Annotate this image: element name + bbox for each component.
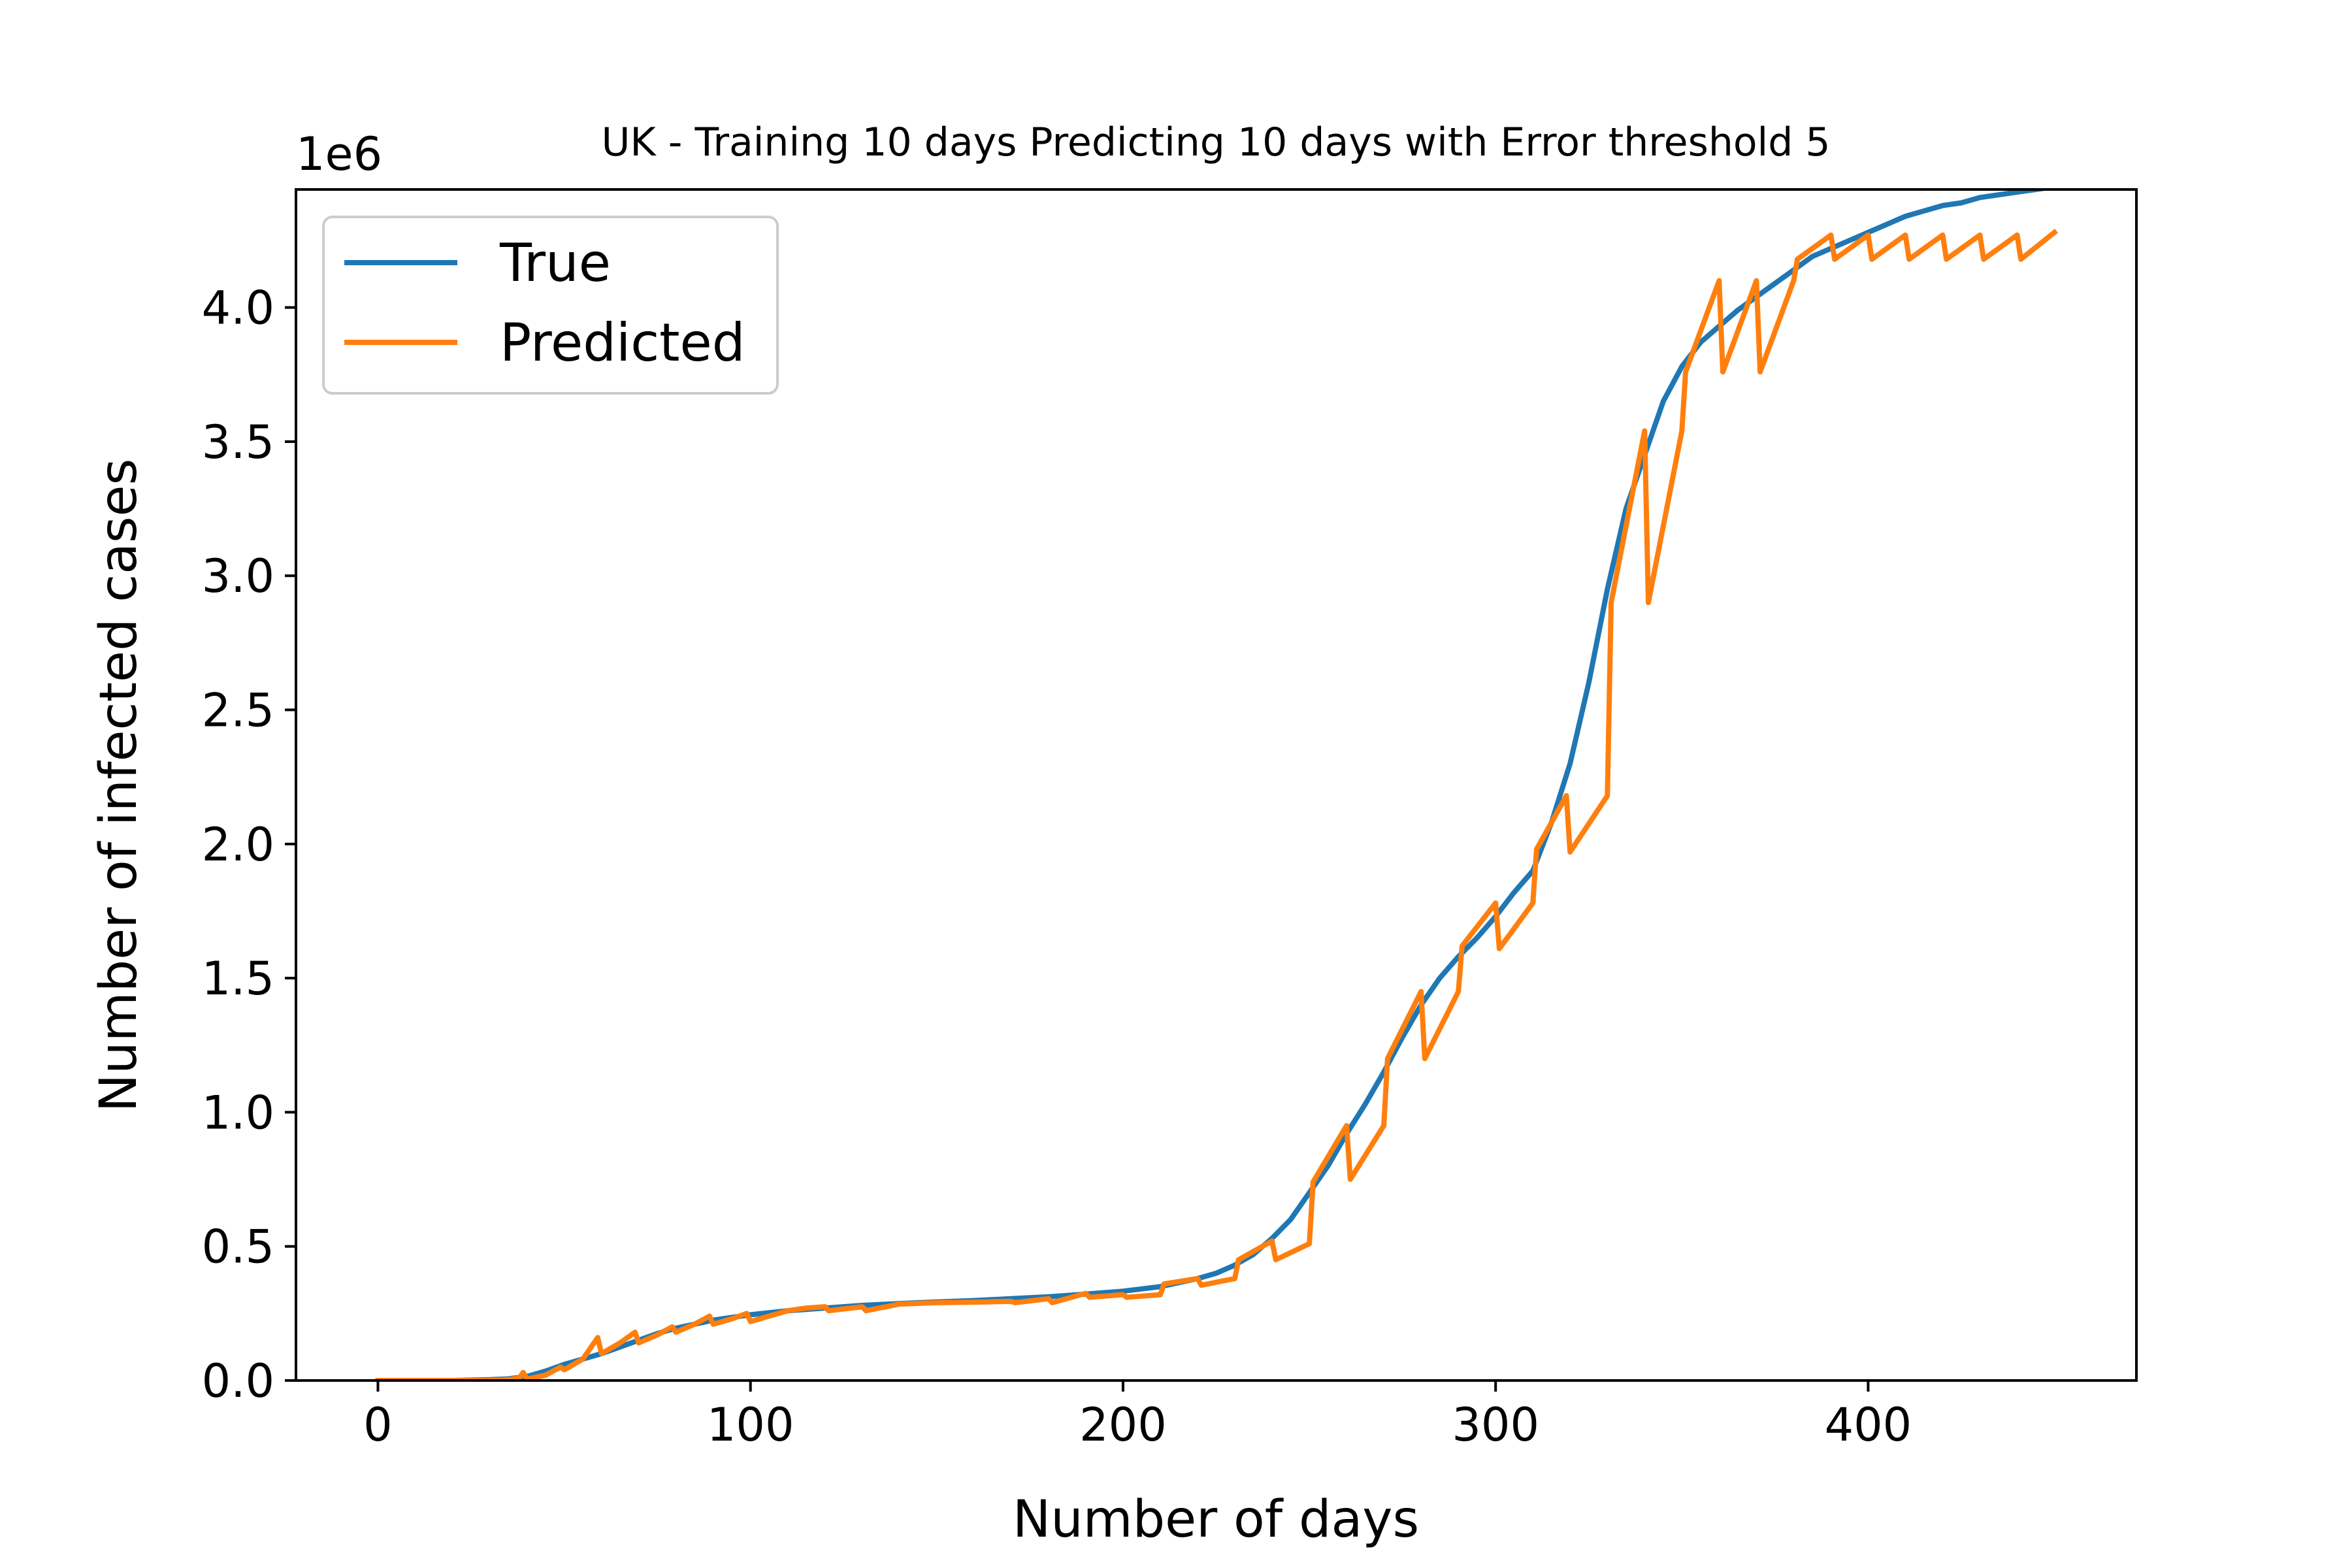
- legend: True Predicted: [322, 216, 779, 395]
- y-tick-label: 2.0: [202, 818, 274, 872]
- x-tick-label: 100: [707, 1398, 794, 1452]
- y-tick-label: 2.5: [202, 684, 274, 738]
- y-axis-offset-label: 1e6: [296, 127, 382, 181]
- y-tick-label: 3.0: [202, 549, 274, 603]
- x-axis-label: Number of days: [1013, 1490, 1419, 1549]
- axes-frame: [295, 188, 2138, 1382]
- y-tick-label: 1.5: [202, 952, 274, 1005]
- y-tick-label: 0.0: [202, 1354, 274, 1408]
- y-tick-label: 4.0: [202, 282, 274, 335]
- x-tick-label: 200: [1079, 1398, 1167, 1452]
- series-line-predicted: [375, 229, 2059, 1380]
- legend-label-predicted: Predicted: [500, 312, 745, 373]
- chart-title: UK - Training 10 days Predicting 10 days…: [601, 120, 1830, 165]
- x-tick-label: 0: [363, 1398, 393, 1452]
- y-axis-label: Number of infected cases: [90, 459, 148, 1112]
- x-tick-label: 400: [1825, 1398, 1912, 1452]
- y-tick-label: 3.5: [202, 416, 274, 469]
- plot-area: 0 100 200 300 400 0.0 0.5 1.0 1.5 2.0 2.5 3.0 3.5 4.0: [202, 188, 2138, 1452]
- x-tick-label: 300: [1452, 1398, 1539, 1452]
- y-tick-label: 0.5: [202, 1220, 274, 1274]
- y-tick-label: 1.0: [202, 1086, 274, 1139]
- legend-label-true: True: [499, 233, 611, 293]
